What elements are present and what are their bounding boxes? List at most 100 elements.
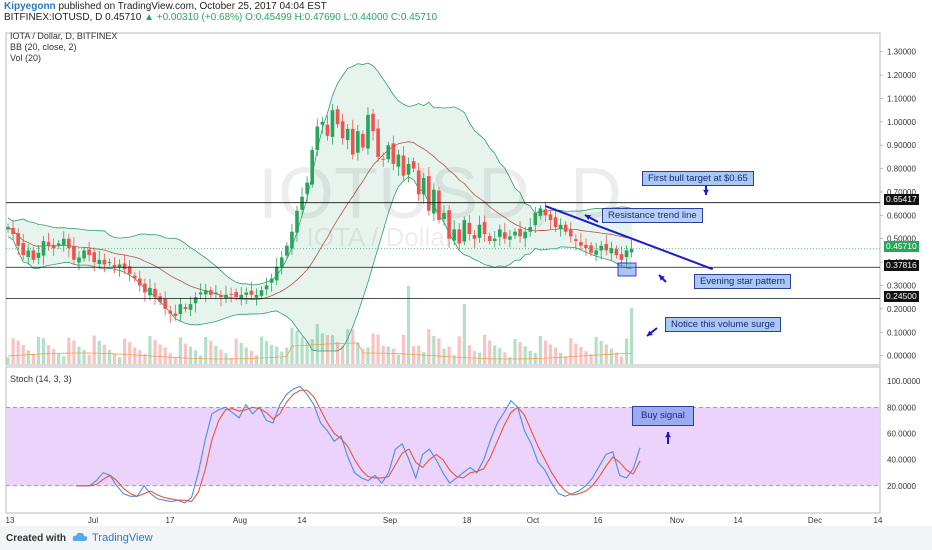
volume-bar [482, 334, 487, 364]
volume-bar [259, 336, 264, 364]
bollinger-upper-line [7, 62, 632, 286]
candle-body [523, 231, 527, 239]
candle-body [41, 241, 46, 256]
x-tick-label: Jul [88, 516, 98, 525]
candle-body [457, 229, 462, 244]
candle-body [371, 113, 375, 132]
volume-bar [31, 353, 35, 364]
chart-header: Kipyegonn published on TradingView.com, … [0, 0, 932, 26]
volume-bar [412, 346, 416, 364]
volume-bar [153, 339, 157, 364]
volume-bar [624, 338, 629, 364]
note-bull-target: First bull target at $0.65 [642, 171, 754, 186]
bollinger-basis-line [7, 141, 632, 300]
volume-bar [589, 354, 593, 364]
volume-bar [619, 356, 624, 364]
candle-body [36, 252, 41, 258]
volume-bar [102, 344, 106, 364]
volume-bar [128, 342, 132, 364]
candle-body [285, 245, 289, 256]
price-tick-label: 0.00000 [887, 352, 916, 361]
candle-body [193, 297, 198, 304]
legend-stoch[interactable]: Stoch (14, 3, 3) [10, 374, 72, 384]
candle-body [173, 313, 178, 316]
candle-body [350, 128, 355, 155]
evening-star-highlight [617, 262, 637, 277]
candle-body [138, 278, 142, 286]
legend-title: IOTA / Dollar, D, BITFINEX [10, 31, 118, 41]
volume-bar [584, 351, 588, 364]
candle-body [11, 227, 15, 235]
candle-body [188, 304, 193, 310]
tradingview-brand[interactable]: TradingView [92, 532, 153, 544]
candle-body [421, 177, 426, 195]
candle-body [249, 290, 254, 295]
candle-body [386, 145, 391, 160]
candle-body [538, 208, 543, 216]
candle-body [46, 242, 51, 246]
volume-bar [244, 347, 248, 364]
legend-bb[interactable]: BB (20, close, 2) [10, 42, 77, 52]
candle-body [563, 224, 568, 232]
price-tick-label: 0.80000 [887, 165, 916, 174]
volume-bar [548, 344, 553, 364]
bollinger-band-fill [8, 62, 632, 351]
candle-body [274, 266, 279, 281]
candle-body [548, 214, 553, 221]
volume-bar [518, 342, 522, 364]
candle-body [553, 217, 558, 228]
candle-body [234, 292, 238, 298]
publish-line: Kipyegonn published on TradingView.com, … [4, 1, 327, 12]
volume-bar [168, 353, 172, 364]
tradingview-cloud-icon [72, 532, 88, 541]
candle-body [432, 189, 436, 214]
author-name[interactable]: Kipyegonn [4, 1, 56, 12]
candle-body [158, 296, 162, 302]
volume-bar [300, 336, 304, 364]
candle-body [239, 294, 244, 300]
volume-bar [11, 338, 15, 364]
candle-body [290, 231, 294, 249]
volume-bar [422, 351, 426, 364]
candle-body [107, 262, 112, 264]
volume-bar [26, 350, 30, 364]
candle-body [264, 285, 269, 290]
legend-vol[interactable]: Vol (20) [10, 53, 42, 63]
volume-bar [401, 334, 406, 364]
volume-bar [117, 357, 122, 364]
candle-body [574, 239, 578, 242]
volume-bar [97, 340, 101, 364]
volume-bar [264, 341, 269, 364]
volume-bar [381, 345, 385, 364]
volume-bar [163, 347, 167, 364]
volume-bar [427, 329, 431, 364]
candle-body [427, 176, 431, 211]
volume-bar [123, 338, 127, 364]
volume-bar [143, 353, 147, 364]
candle-body [447, 210, 451, 239]
volume-bar [528, 350, 532, 364]
volume-bar [609, 348, 613, 364]
volume-bar [239, 342, 243, 364]
note-evening-star: Evening star pattern [694, 274, 792, 289]
x-tick-label: 13 [6, 516, 15, 525]
x-tick-label: Dec [808, 516, 822, 525]
candle-body [229, 293, 233, 295]
volume-bar [346, 329, 350, 364]
stoch-d-line [76, 389, 641, 503]
candle-body [320, 121, 325, 125]
volume-bar [335, 342, 340, 364]
volume-bar [275, 346, 279, 364]
volume-ma-line [7, 342, 632, 360]
volume-bar [52, 349, 56, 364]
x-tick-label: Oct [527, 516, 540, 525]
volume-bar [41, 338, 46, 364]
candle-body [508, 236, 512, 240]
candle-body [381, 158, 385, 160]
stoch-pane-frame [5, 366, 881, 514]
candle-body [168, 310, 173, 314]
volume-bar [351, 329, 355, 364]
candle-body [122, 263, 127, 270]
volume-bar [249, 350, 253, 364]
